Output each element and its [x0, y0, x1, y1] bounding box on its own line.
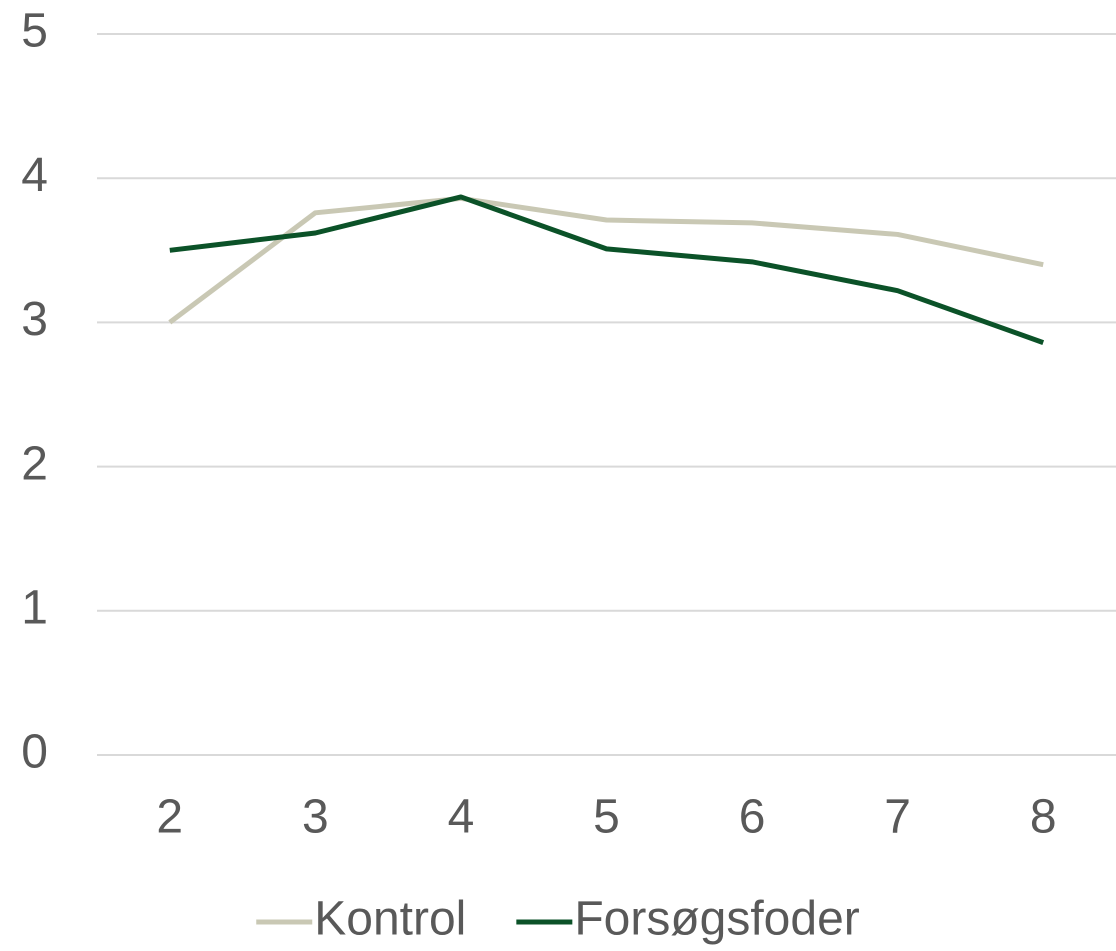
x-tick-label: 8	[1030, 791, 1057, 844]
legend-label: Forsøgsfoder	[574, 893, 859, 946]
legend-label: Kontrol	[314, 893, 466, 946]
y-tick-label: 0	[21, 726, 48, 779]
y-tick-label: 1	[21, 581, 48, 634]
y-tick-label: 3	[21, 293, 48, 346]
line-series	[168, 195, 1044, 325]
line-series	[169, 194, 1045, 345]
x-tick-label: 4	[448, 791, 475, 844]
x-tick-label: 6	[739, 791, 766, 844]
x-tick-label: 5	[593, 791, 620, 844]
x-tick-label: 2	[156, 791, 183, 844]
x-tick-label: 7	[884, 791, 911, 844]
y-tick-label: 4	[21, 149, 48, 202]
y-tick-label: 5	[21, 5, 48, 58]
y-tick-label: 2	[21, 437, 48, 490]
x-tick-label: 3	[302, 791, 329, 844]
